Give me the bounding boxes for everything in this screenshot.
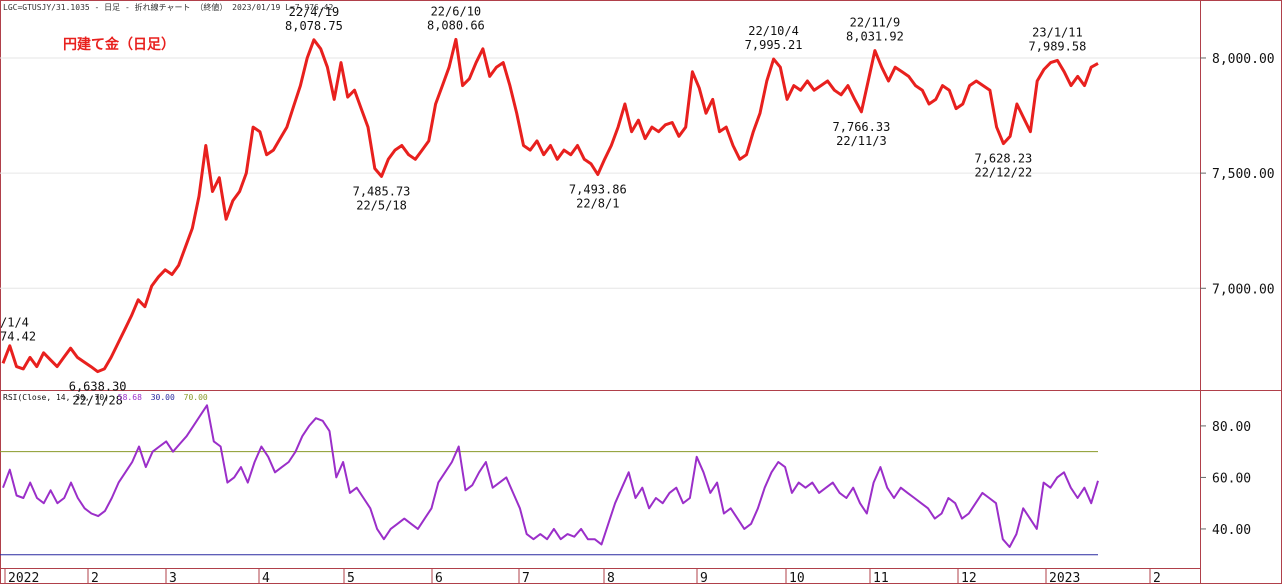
annotation-value: 7,989.58 [1029, 39, 1087, 53]
x-tick-label: 8 [607, 571, 615, 584]
annotation-date: 22/4/19 [289, 5, 340, 19]
x-tick-label: 2 [91, 571, 99, 584]
rsi-gridlines [0, 451, 1098, 556]
x-tick-label: 11 [873, 571, 889, 584]
annotation-date: 22/11/3 [836, 134, 887, 148]
rsi-legend-lower: 30.00 [151, 393, 175, 402]
annotation-value: 7,628.23 [974, 152, 1032, 166]
annotation-value: 6,638.30 [69, 380, 127, 394]
annotation-date: /1/4 [0, 315, 29, 329]
x-tick-label: 10 [789, 571, 805, 584]
annotation-date: 22/10/4 [748, 24, 799, 38]
rsi-tick-label: 80.00 [1212, 420, 1251, 435]
price-series-line [1, 37, 1099, 374]
annotation-date: 22/11/9 [850, 16, 901, 30]
annotation-date: 22/12/22 [974, 166, 1032, 180]
x-tick-label: 5 [347, 571, 355, 584]
x-tick-label: 7 [522, 571, 530, 584]
chart-title: 円建て金（日足） [63, 36, 175, 53]
x-tick-label: 2023 [1049, 571, 1080, 584]
price-tick-label: 7,500.00 [1212, 167, 1275, 182]
annotation-value: 7,485.73 [353, 184, 411, 198]
annotation-date: 22/6/10 [431, 4, 482, 18]
annotation-date: 22/1/28 [72, 394, 123, 408]
annotation-date: 22/8/1 [576, 197, 619, 211]
header-symbol-line: LGC=GTUSJY/31.1035 - 日足 - 折れ線チャート （終値） 2… [3, 2, 333, 12]
rsi-y-axis: 80.00 60.00 40.00 [1200, 420, 1251, 538]
rsi-tick-label: 60.00 [1212, 471, 1251, 486]
rsi-tick-label: 40.00 [1212, 523, 1251, 538]
price-tick-label: 8,000.00 [1212, 52, 1275, 67]
x-tick-label: 9 [700, 571, 708, 584]
rsi-legend-title: RSI(Close, 14, 30, 70) [3, 393, 109, 402]
annotation-value: 8,080.66 [427, 18, 485, 32]
annotation-date: 23/1/11 [1032, 25, 1083, 39]
annotation-value: 8,078.75 [285, 19, 343, 33]
price-tick-label: 7,000.00 [1212, 282, 1275, 297]
x-axis: 2022 2 3 4 5 6 7 8 9 10 11 12 2023 2 [4, 568, 1161, 584]
price-y-axis: 8,000.00 7,500.00 7,000.00 [1200, 52, 1275, 297]
annotation-value: 7,995.21 [745, 38, 803, 52]
rsi-series-line [2, 404, 1099, 548]
rsi-legend: RSI(Close, 14, 30, 70) 58.68 30.00 70.00 [3, 393, 208, 402]
x-tick-label: 3 [169, 571, 177, 584]
x-tick-label: 6 [435, 571, 443, 584]
rsi-legend-upper: 70.00 [184, 393, 208, 402]
x-tick-label: 2 [1153, 571, 1161, 584]
annotation-value: 8,031.92 [846, 30, 904, 44]
annotation-date: 22/5/18 [356, 198, 407, 212]
x-tick-label: 4 [262, 571, 270, 584]
x-tick-label: 2022 [8, 571, 39, 584]
annotation-value: 74.42 [0, 329, 36, 343]
rsi-legend-value: 58.68 [118, 393, 142, 402]
x-tick-label: 12 [961, 571, 977, 584]
annotation-value: 7,766.33 [833, 120, 891, 134]
annotation-value: 7,493.86 [569, 183, 627, 197]
